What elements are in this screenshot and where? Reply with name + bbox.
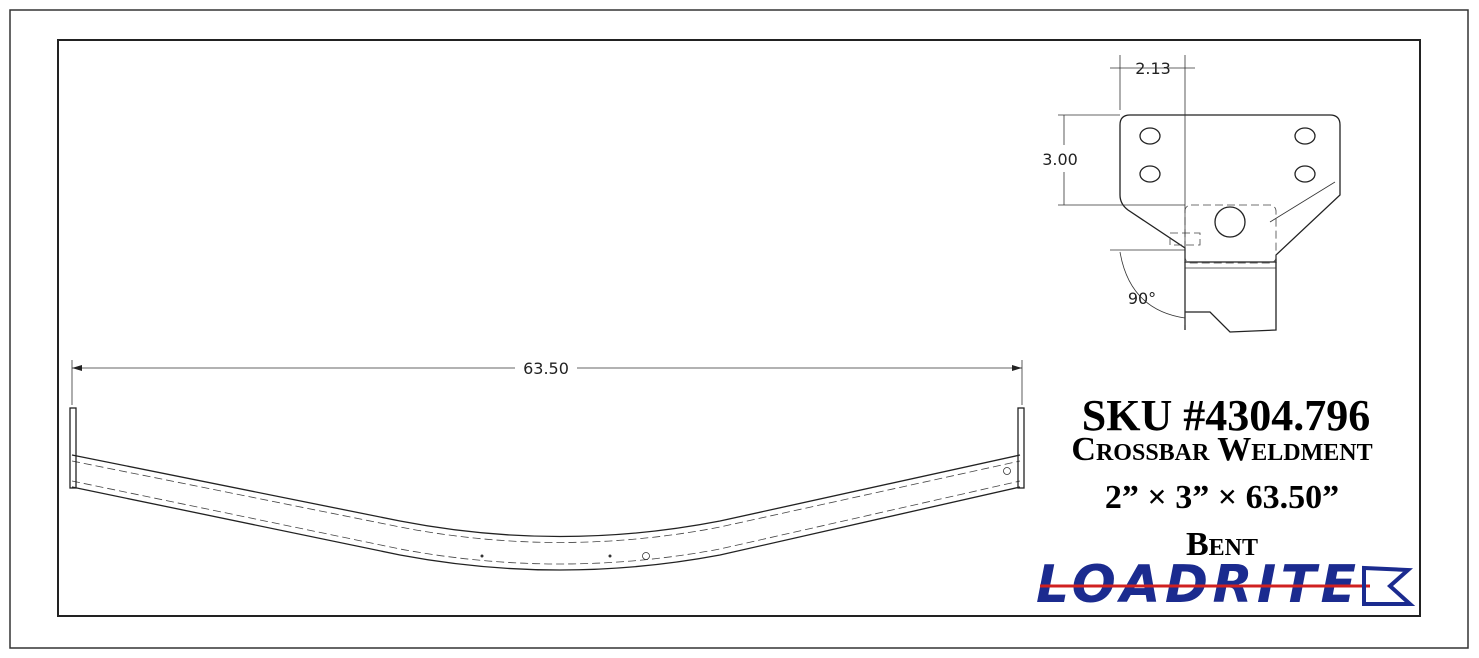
logo: LOADRITE <box>1036 555 1416 615</box>
part-name: Crossbar Weldment <box>1071 431 1372 468</box>
length-dimension: 63.50 <box>71 358 1023 405</box>
crossbar-side-view <box>69 407 1025 571</box>
dimension-label: 2.13 <box>1135 59 1171 78</box>
dimension-label: 90° <box>1128 289 1156 308</box>
end-view-dimensions: 2.13 3.00 90° <box>1042 55 1195 325</box>
sku: SKU #4304.796 <box>1082 391 1370 440</box>
inner-border <box>57 39 1421 617</box>
part-size: 2” × 3” × 63.50” <box>1105 479 1339 516</box>
dimension-label: 63.50 <box>523 359 569 378</box>
dimension-label: 3.00 <box>1042 150 1078 169</box>
part-style: Bent <box>1186 526 1258 563</box>
outer-border <box>9 9 1469 649</box>
